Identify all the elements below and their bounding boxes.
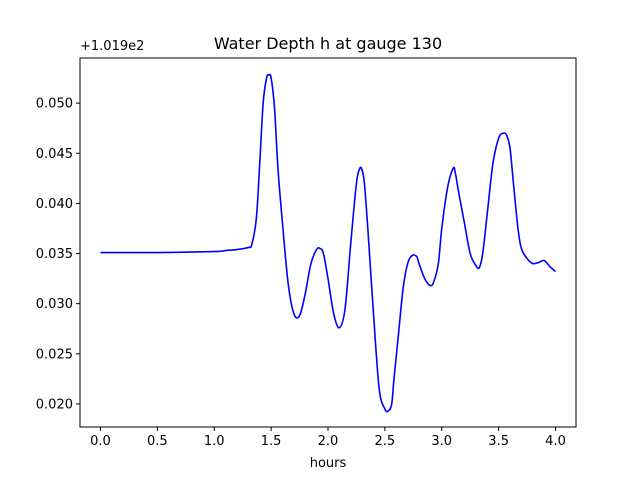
axes-frame xyxy=(79,57,577,428)
x-tick-label: 2.0 xyxy=(318,434,339,449)
y-tick-label: 0.040 xyxy=(36,197,73,212)
x-tick-label: 4.0 xyxy=(545,434,566,449)
x-tick-label: 1.0 xyxy=(204,434,225,449)
x-tick-label: 3.0 xyxy=(431,434,452,449)
x-tick-label: 0.5 xyxy=(147,434,168,449)
series-line xyxy=(100,73,557,413)
y-tick-label: 0.020 xyxy=(36,397,73,412)
x-axis-label: hours xyxy=(310,456,347,471)
x-tick-label: 0.0 xyxy=(90,434,111,449)
x-tick-label: 2.5 xyxy=(375,434,396,449)
chart-title: Water Depth h at gauge 130 xyxy=(214,34,442,53)
ticks-layer: 0.0 0.5 1.0 1.5 2.0 2.5 3.0 3.5 4.0 0.020 0.025 0.0… xyxy=(36,97,566,449)
x-tick-label: 1.5 xyxy=(261,434,282,449)
y-tick-label: 0.050 xyxy=(36,97,73,112)
y-tick-label: 0.045 xyxy=(36,147,73,162)
plot-layer xyxy=(100,73,557,413)
x-tick-label: 3.5 xyxy=(488,434,509,449)
y-tick-label: 0.025 xyxy=(36,347,73,362)
y-tick-label: 0.030 xyxy=(36,297,73,312)
y-offset-label: +1.019e2 xyxy=(80,39,144,54)
y-tick-label: 0.035 xyxy=(36,247,73,262)
